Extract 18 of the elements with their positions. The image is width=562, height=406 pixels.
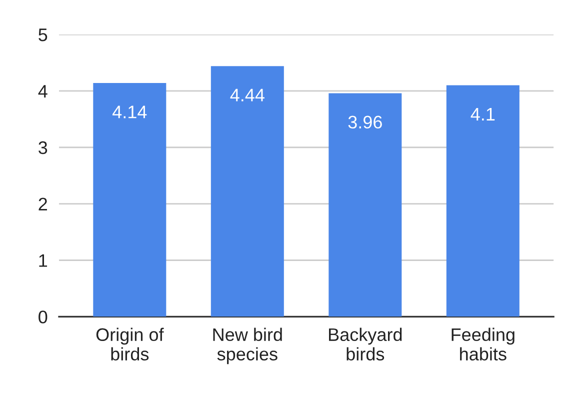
x-tick-label: New bird species: [213, 328, 282, 364]
bar: [93, 83, 166, 317]
y-tick-label: 4: [38, 85, 48, 98]
data-label: 4.44: [230, 88, 264, 102]
bar: [328, 93, 402, 317]
x-tick-label: Origin of birds: [96, 328, 164, 360]
y-tick-label: 3: [38, 141, 48, 154]
x-tick-label: Backyard birds: [329, 328, 402, 360]
x-tick-label: Feeding habits: [452, 328, 514, 360]
bar: [446, 85, 520, 317]
data-label: 4.14: [112, 106, 147, 118]
y-tick-label: 1: [39, 254, 48, 267]
y-tick-label: 0: [38, 310, 48, 324]
data-label: 3.96: [348, 116, 382, 129]
y-tick-label: 2: [38, 198, 47, 210]
bar: [210, 66, 284, 317]
data-label: 4.1: [470, 108, 495, 120]
y-tick-label: 5: [38, 28, 48, 42]
